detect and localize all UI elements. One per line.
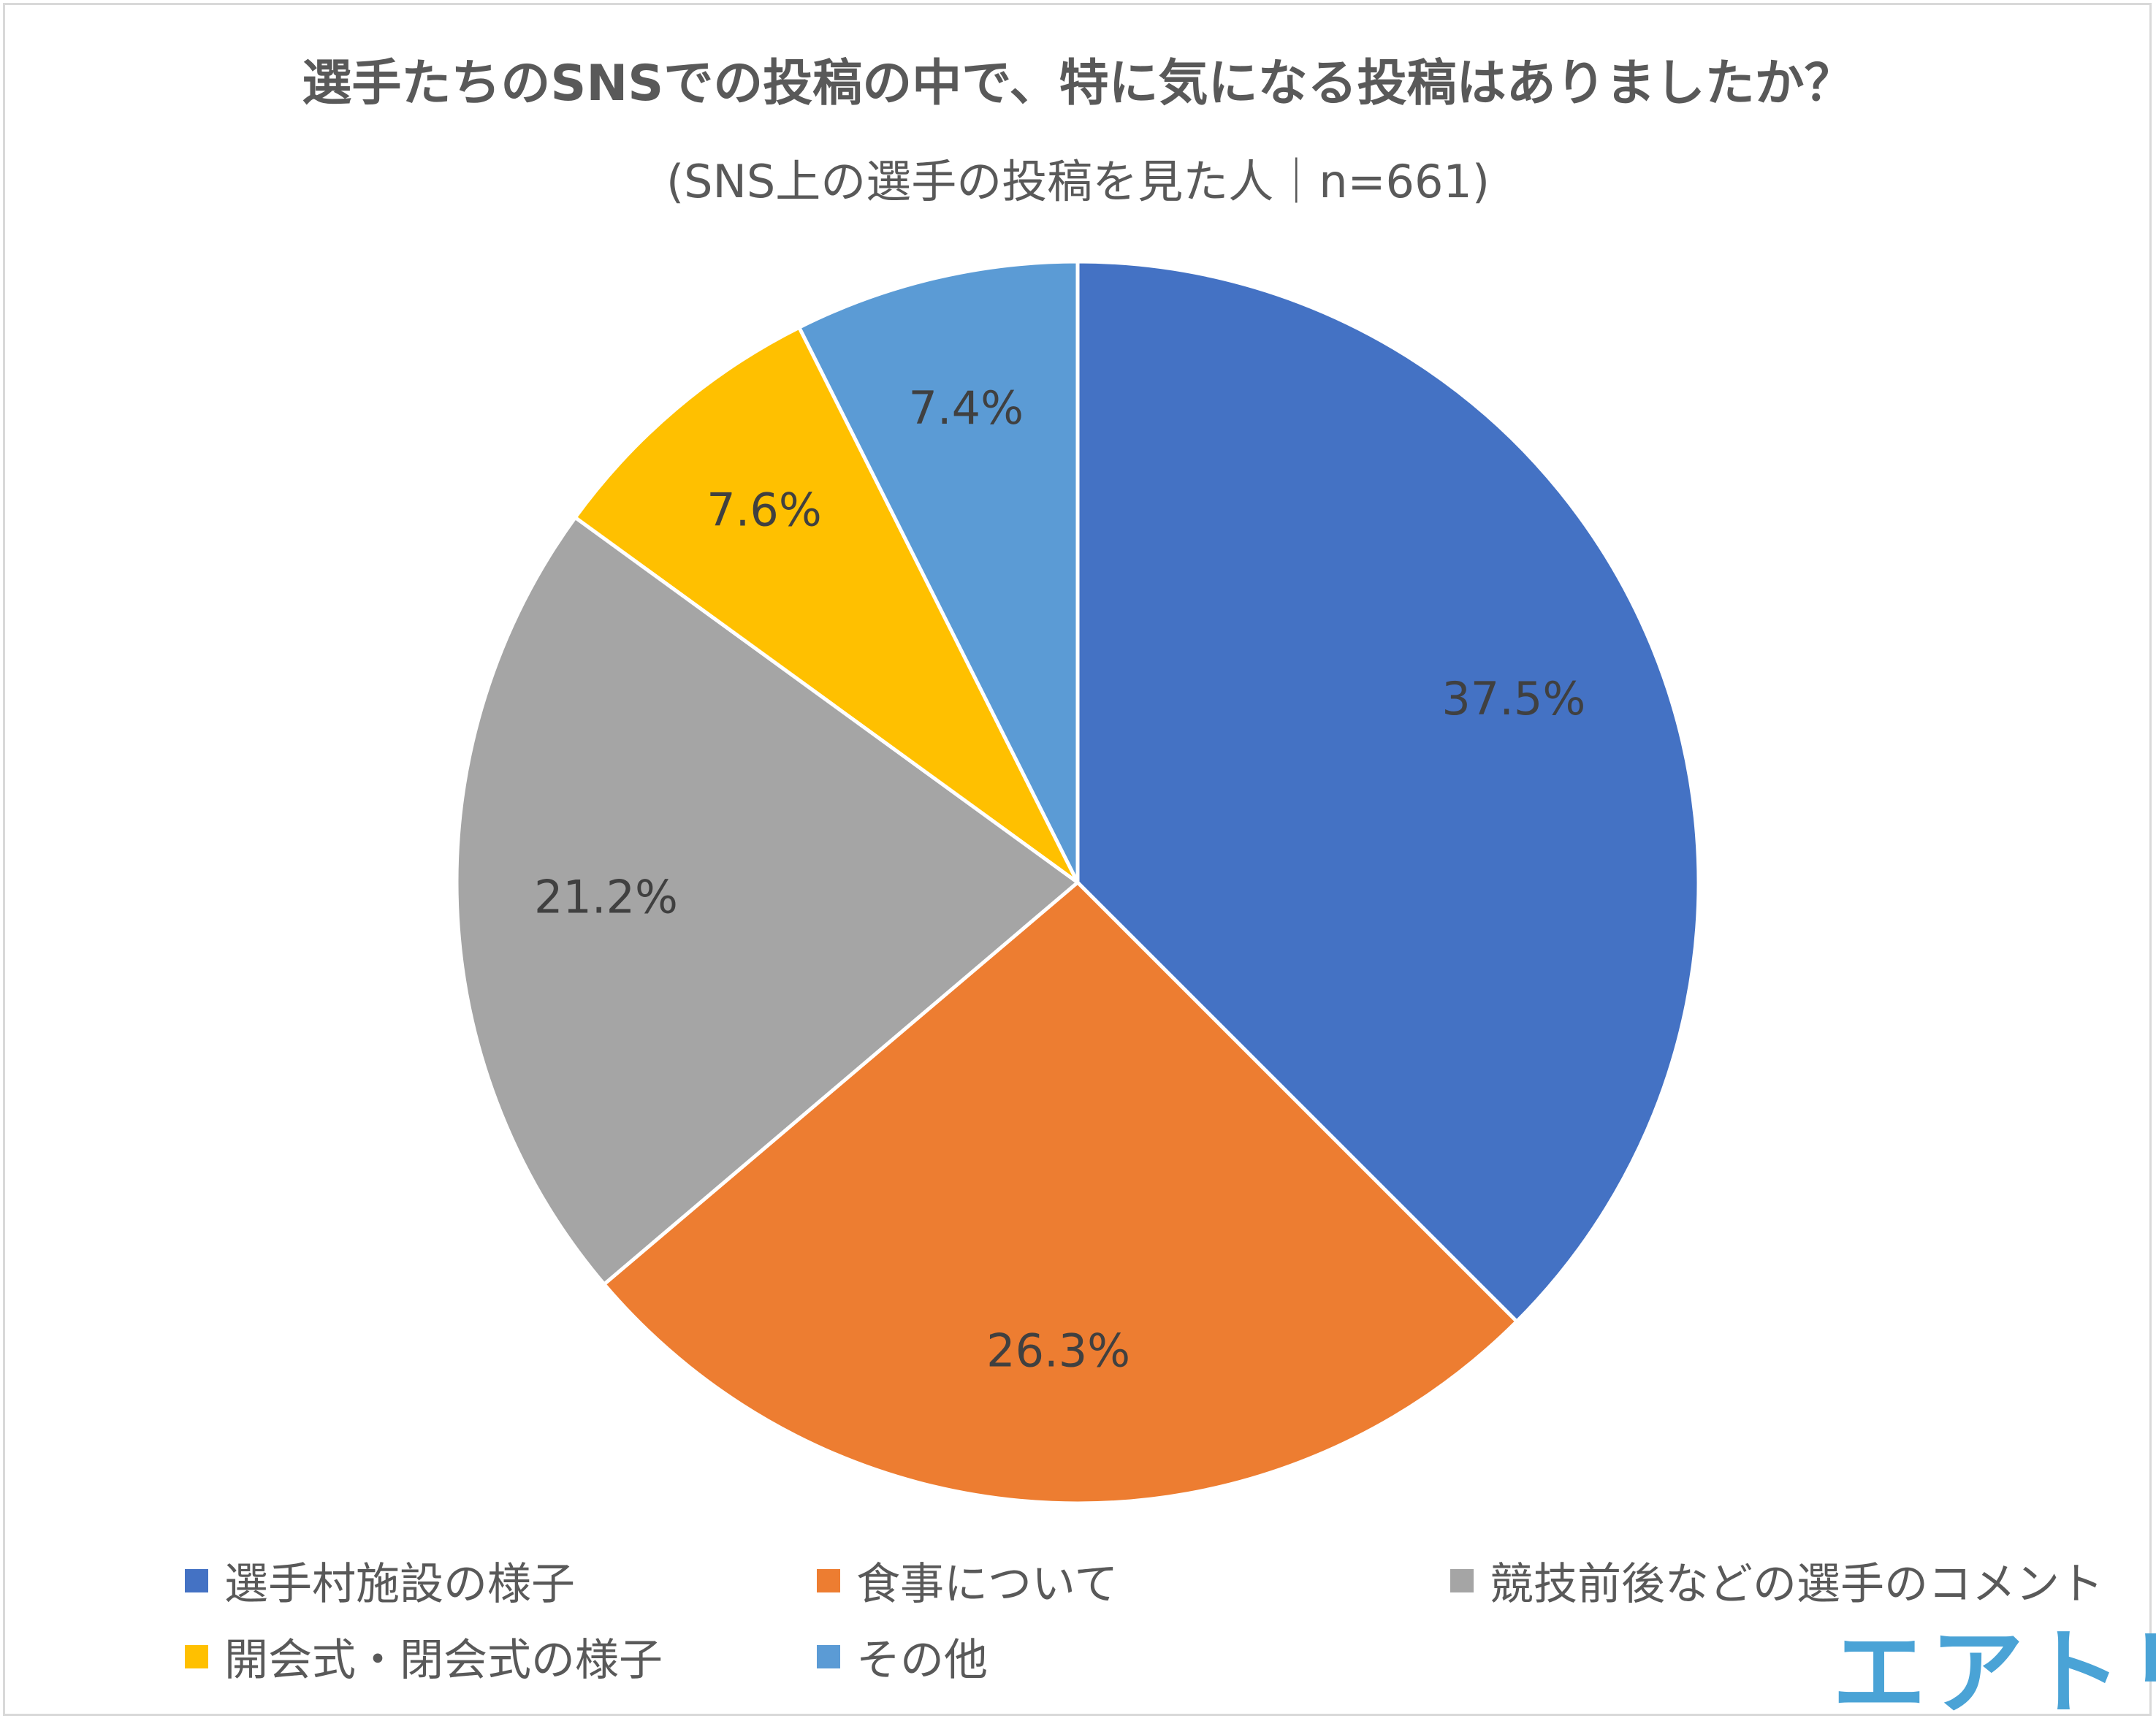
- slice-label-3: 7.6%: [706, 484, 822, 537]
- legend-label-0: 選手村施設の様子: [224, 1559, 575, 1610]
- slice-label-0: 37.5%: [1441, 672, 1585, 725]
- pie-slice-4: [797, 259, 1080, 885]
- legend-item-0: 選手村施設の様子: [185, 1549, 575, 1612]
- pie-slice-2: [454, 515, 1080, 1286]
- chart-subtitle: (SNS上の選手の投稿を見た人｜n=661): [666, 155, 1490, 208]
- slice-label-4: 7.4%: [908, 381, 1024, 435]
- chart-title: 選手たちのSNSでの投稿の中で、特に気になる投稿はありましたか？: [302, 55, 1854, 112]
- legend-label-4: その他: [856, 1635, 988, 1686]
- pie-slice-0: [1075, 259, 1701, 1324]
- legend-swatch-3: [185, 1644, 208, 1668]
- legend-item-1: 食事について: [817, 1549, 1118, 1612]
- legend-swatch-0: [185, 1568, 208, 1592]
- brand-logo: エアトリ: [1832, 1619, 2156, 1728]
- legend-item-3: 開会式・閉会式の様子: [185, 1625, 663, 1688]
- legend-swatch-1: [817, 1568, 840, 1592]
- legend-label-2: 競技前後などの選手のコメント: [1490, 1559, 2103, 1610]
- legend-item-4: その他: [817, 1625, 988, 1688]
- legend-swatch-4: [817, 1644, 840, 1668]
- slice-label-1: 26.3%: [986, 1324, 1130, 1378]
- legend-item-2: 競技前後などの選手のコメント: [1450, 1549, 2103, 1612]
- legend-label-3: 開会式・閉会式の様子: [224, 1635, 663, 1686]
- legend-swatch-2: [1450, 1568, 1474, 1592]
- slice-label-2: 21.2%: [534, 870, 678, 923]
- pie-slice-3: [573, 325, 1080, 885]
- legend-label-1: 食事について: [856, 1559, 1119, 1610]
- pie-slice-1: [602, 880, 1519, 1506]
